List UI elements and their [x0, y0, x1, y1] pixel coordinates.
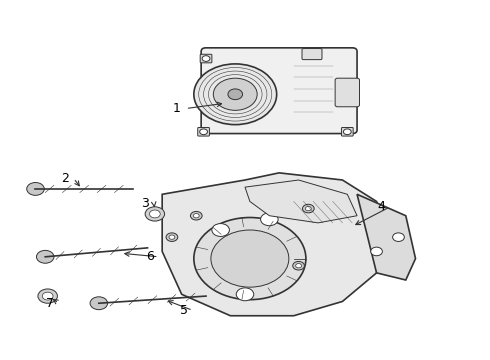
Circle shape: [169, 235, 175, 239]
FancyBboxPatch shape: [198, 127, 209, 136]
Circle shape: [194, 213, 199, 218]
Circle shape: [236, 288, 254, 301]
FancyBboxPatch shape: [200, 54, 212, 63]
Circle shape: [392, 233, 404, 242]
Circle shape: [145, 207, 165, 221]
Circle shape: [149, 210, 160, 218]
Polygon shape: [245, 180, 357, 223]
FancyBboxPatch shape: [342, 127, 353, 136]
Circle shape: [261, 213, 278, 226]
Polygon shape: [357, 194, 416, 280]
Circle shape: [36, 250, 54, 263]
Circle shape: [211, 230, 289, 287]
Circle shape: [90, 297, 108, 310]
Circle shape: [42, 292, 53, 300]
Circle shape: [213, 78, 257, 111]
FancyBboxPatch shape: [335, 78, 360, 107]
FancyBboxPatch shape: [201, 48, 357, 134]
Circle shape: [228, 89, 243, 100]
Circle shape: [305, 206, 311, 211]
Circle shape: [371, 247, 382, 256]
Text: 3: 3: [141, 197, 149, 210]
Text: 5: 5: [180, 304, 188, 317]
Circle shape: [295, 264, 301, 268]
Text: 2: 2: [61, 172, 69, 185]
Circle shape: [27, 183, 44, 195]
Text: 1: 1: [173, 102, 181, 115]
Text: 4: 4: [377, 200, 385, 213]
Circle shape: [302, 204, 314, 213]
Circle shape: [293, 261, 304, 270]
FancyBboxPatch shape: [302, 49, 322, 60]
Circle shape: [212, 224, 229, 237]
Circle shape: [343, 129, 351, 135]
Circle shape: [202, 56, 210, 62]
Circle shape: [191, 211, 202, 220]
Circle shape: [194, 217, 306, 300]
Text: 6: 6: [146, 250, 154, 263]
Text: 7: 7: [46, 297, 54, 310]
Circle shape: [166, 233, 178, 242]
Polygon shape: [162, 173, 391, 316]
Circle shape: [200, 129, 207, 135]
Circle shape: [194, 64, 277, 125]
Circle shape: [38, 289, 57, 303]
